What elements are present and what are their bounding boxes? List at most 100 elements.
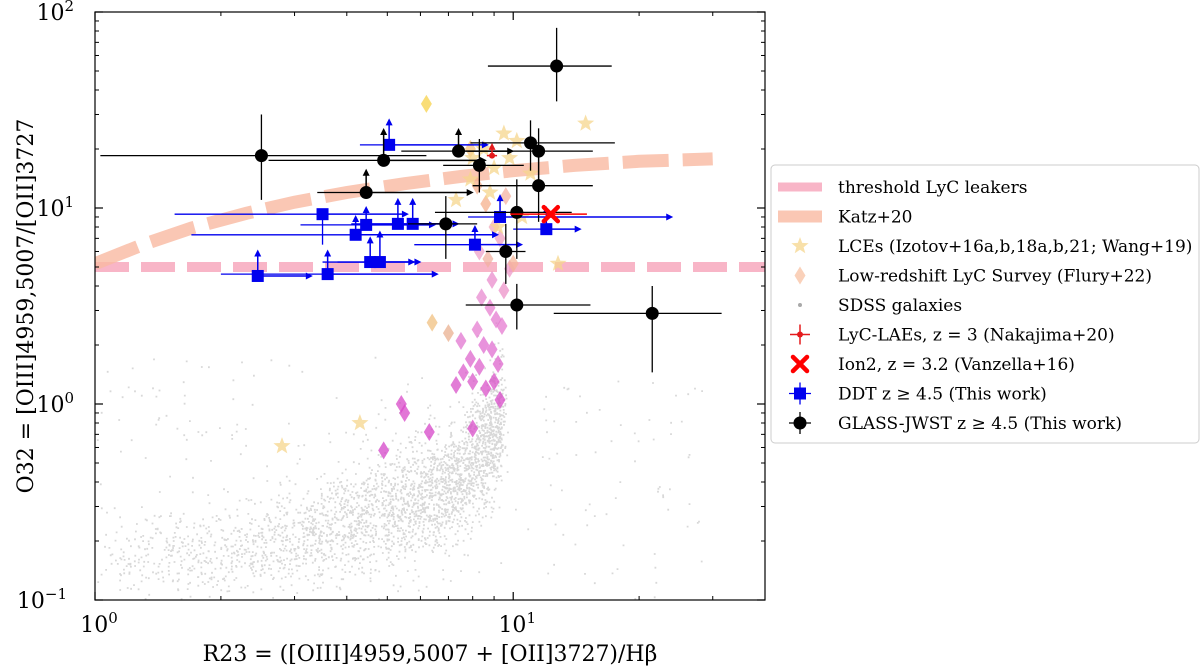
legend-glass-handle	[793, 416, 807, 430]
x-axis-title: R23 = ([OIII]4959,5007 + [OII]3727)/Hβ	[203, 642, 658, 667]
lzlcs-point	[492, 354, 504, 373]
axis-ticks: 100 101 10−1 100 101 102	[17, 0, 766, 638]
ddt-point	[540, 223, 553, 236]
ddt-point	[373, 256, 386, 269]
legend-label-lyclae: LyC-LAEs, z = 3 (Nakajima+20)	[838, 326, 1115, 346]
lce-point	[461, 170, 479, 187]
glass-point	[532, 144, 546, 158]
ddt-x-limit-arrow-head	[408, 258, 416, 266]
lzlcs-point	[455, 331, 467, 350]
ddt-point	[383, 138, 396, 151]
sdss-galaxies	[96, 322, 703, 600]
y-tick-label: 101	[36, 193, 74, 222]
ddt-y-limit-arrow-head	[352, 214, 360, 222]
glass-y-limit-arrow-head	[362, 168, 370, 176]
legend-label-ion2: Ion2, z = 3.2 (Vanzella+16)	[838, 355, 1075, 375]
lzlcs-point	[486, 340, 498, 359]
legend-lyclae-handle	[797, 331, 803, 338]
glass-point	[532, 179, 546, 193]
ddt-y-limit-arrow-head	[471, 224, 479, 232]
glass-point	[510, 205, 524, 219]
lzlcs-point	[494, 390, 506, 409]
ddt-x-limit-arrow-head	[492, 231, 500, 239]
lzlcs-point	[467, 419, 479, 438]
y-axis-title: O32 = [OIII]4959,5007/[OII]3727	[14, 119, 39, 494]
legend-label-lces: LCEs (Izotov+16a,b,18a,b,21; Wang+19)	[838, 237, 1192, 257]
lce-point	[577, 114, 595, 131]
ion2-point	[541, 204, 561, 224]
ddt-point	[251, 269, 264, 282]
ddt-point	[494, 210, 507, 223]
sdss-galaxy-cloud	[96, 322, 703, 600]
ddt-x-limit-arrow-head	[574, 225, 582, 233]
lzlcs-point	[450, 376, 462, 395]
reference-lines	[95, 152, 765, 273]
lce-point	[489, 218, 507, 235]
glass-point	[377, 153, 391, 167]
lzlcs-point	[442, 324, 454, 343]
glass-point	[499, 244, 513, 258]
ddt-y-limit-arrow-head	[496, 194, 504, 202]
lzlcs-point	[476, 288, 488, 307]
lzlcs-point	[426, 313, 438, 332]
y-tick-label: 100	[36, 389, 74, 418]
katz20-curve	[95, 152, 713, 270]
glass-point	[645, 306, 659, 320]
glass-point	[510, 298, 524, 312]
glass-point	[550, 59, 564, 73]
ddt-y-limit-arrow-head	[376, 230, 384, 238]
legend-ddt-handle	[794, 387, 806, 400]
lzlcs-point	[507, 254, 519, 273]
lzlcs-point	[488, 372, 500, 391]
lce-point	[351, 414, 369, 431]
lzlcs-point	[457, 363, 469, 382]
lce-point	[522, 164, 540, 181]
lzlcs-point	[378, 441, 390, 460]
ddt-x-limit-arrow-head	[431, 270, 439, 278]
lce-point	[481, 183, 499, 200]
lce-point	[475, 140, 493, 157]
lzlcs-point	[482, 249, 494, 268]
glass-point	[472, 158, 486, 172]
lzlcs-point	[464, 349, 476, 368]
ddt-x-limit-arrow-head	[414, 258, 422, 266]
glass-point	[254, 149, 268, 163]
glass-point	[439, 217, 453, 231]
lzlcs-point	[399, 403, 411, 422]
glass-point	[452, 144, 466, 158]
lce-point	[549, 254, 567, 271]
lzlcs-point	[420, 94, 432, 113]
lce-point	[495, 124, 513, 141]
lzlcs-point	[480, 379, 492, 398]
lzlcs-point	[498, 281, 510, 300]
glass-y-limit-arrow-head	[455, 128, 463, 136]
legend-label-lzlcs: Low-redshift LyC Survey (Flury+22)	[838, 267, 1152, 287]
ddt-point	[316, 208, 329, 221]
legend-label-glass: GLASS-JWST z ≥ 4.5 (This work)	[838, 414, 1122, 434]
legend-frame	[770, 164, 1200, 444]
ddt-y-limit-arrow-head	[362, 206, 370, 213]
glass-point	[524, 136, 538, 150]
lzlcs-point	[423, 422, 435, 441]
lzlcs-point	[486, 270, 498, 289]
ddt-point	[360, 218, 373, 231]
glass-point	[359, 185, 373, 199]
ddt-y-limit-arrow-head	[394, 197, 402, 205]
ddt-y-limit-arrow-head	[385, 118, 393, 126]
ddt-x-limit-arrow-head	[401, 210, 409, 218]
ddt-y-limit-arrow-head	[254, 249, 262, 257]
x-tick-label: 101	[498, 609, 536, 638]
ddt-point	[468, 238, 481, 251]
lzlcs-point	[471, 320, 483, 339]
ddt-x-limit-arrow-head	[428, 221, 436, 229]
glass-y-limit-arrow-head	[380, 128, 388, 136]
lce-point	[508, 131, 526, 149]
ddt-x-limit-arrow-head	[516, 241, 524, 249]
ddt-y-limit-arrow-head	[409, 197, 417, 205]
ddt-y-limit-arrow-head	[324, 249, 332, 257]
lzlcs-point	[496, 317, 508, 336]
lyclae-y-limit-arrow-head	[488, 142, 496, 150]
lce-point	[464, 149, 482, 166]
legend-lzlcs-handle	[794, 266, 806, 285]
plot-frame	[94, 11, 766, 601]
